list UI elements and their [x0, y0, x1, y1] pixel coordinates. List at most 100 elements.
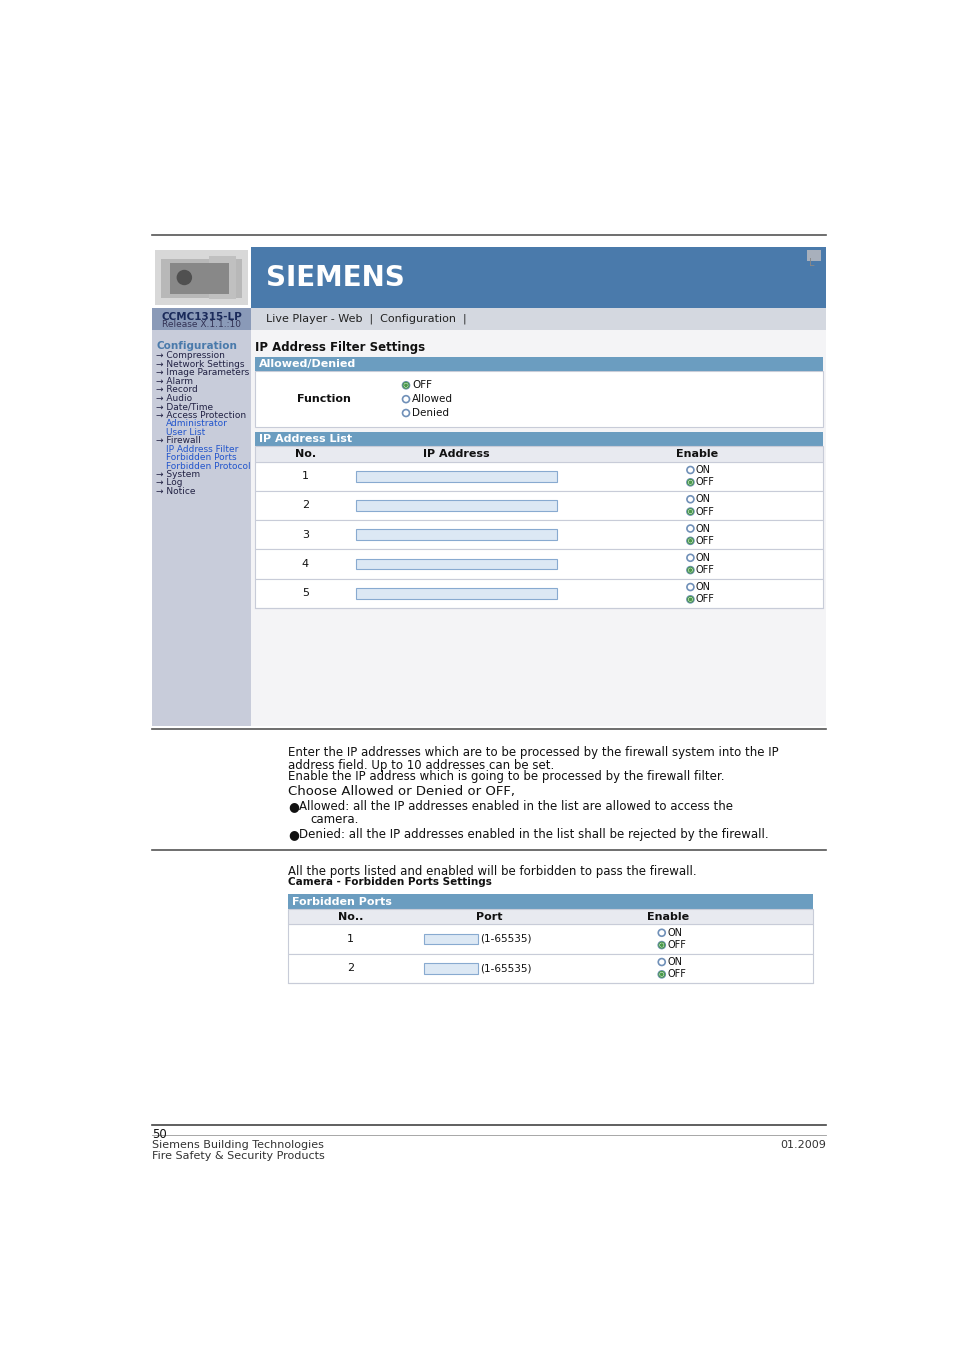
Text: SIEMENS: SIEMENS	[266, 263, 405, 292]
Text: Administrator: Administrator	[166, 420, 228, 428]
Text: User List: User List	[166, 428, 205, 436]
Text: ON: ON	[695, 552, 710, 563]
Text: OFF: OFF	[412, 381, 432, 390]
Text: L: L	[808, 258, 814, 269]
Text: → Compression: → Compression	[156, 351, 225, 360]
Text: ON: ON	[695, 464, 710, 475]
Bar	[355, 529, 557, 540]
Text: CCMC1315-LP: CCMC1315-LP	[161, 312, 241, 321]
Circle shape	[659, 944, 663, 946]
Circle shape	[171, 263, 198, 292]
Bar	[254, 432, 822, 446]
Bar	[254, 462, 822, 491]
Bar	[355, 471, 557, 482]
Text: Configuration: Configuration	[156, 340, 237, 351]
Bar	[806, 250, 820, 261]
Text: Release X.1.1.:10: Release X.1.1.:10	[162, 320, 241, 329]
Text: Siemens Building Technologies: Siemens Building Technologies	[152, 1139, 323, 1150]
Text: Forbidden Protocol: Forbidden Protocol	[166, 462, 250, 471]
Bar	[355, 500, 557, 510]
Bar	[355, 559, 557, 570]
Bar	[251, 329, 825, 726]
Text: (1-65535): (1-65535)	[480, 934, 532, 944]
Bar	[154, 250, 248, 305]
Text: → Access Protection: → Access Protection	[156, 410, 246, 420]
Text: Enable: Enable	[646, 911, 688, 922]
Text: 4: 4	[301, 559, 309, 568]
Bar	[209, 256, 236, 300]
Text: ●: ●	[288, 828, 298, 841]
Text: 2: 2	[301, 501, 309, 510]
Text: → System: → System	[156, 470, 200, 479]
Bar	[161, 259, 241, 297]
Bar	[152, 308, 825, 329]
Circle shape	[659, 972, 663, 976]
Text: ON: ON	[695, 524, 710, 533]
Bar	[254, 579, 822, 608]
Text: 2: 2	[346, 963, 354, 973]
Text: → Image Parameters: → Image Parameters	[156, 369, 250, 378]
Text: Function: Function	[297, 394, 351, 404]
Text: IP Address: IP Address	[422, 448, 489, 459]
Text: ON: ON	[695, 494, 710, 505]
Text: Forbidden Ports: Forbidden Ports	[292, 896, 392, 907]
Text: Live Player - Web  |  Configuration  |: Live Player - Web | Configuration |	[266, 313, 467, 324]
Text: OFF: OFF	[695, 566, 714, 575]
Bar	[251, 247, 825, 308]
Bar	[288, 894, 812, 909]
Text: 5: 5	[301, 589, 309, 598]
Text: → Firewall: → Firewall	[156, 436, 201, 446]
Text: IP Address Filter Settings: IP Address Filter Settings	[254, 340, 424, 354]
Bar	[171, 263, 229, 294]
Text: → Record: → Record	[156, 385, 198, 394]
Text: ON: ON	[666, 927, 681, 938]
Text: Forbidden Ports: Forbidden Ports	[166, 454, 236, 462]
Text: → Date/Time: → Date/Time	[156, 402, 213, 412]
Circle shape	[404, 383, 408, 387]
Text: Enter the IP addresses which are to be processed by the firewall system into the: Enter the IP addresses which are to be p…	[288, 747, 778, 760]
Text: ON: ON	[695, 582, 710, 593]
Circle shape	[688, 539, 692, 543]
Text: Allowed: Allowed	[412, 394, 453, 404]
Bar	[254, 520, 822, 549]
Text: Choose Allowed or Denied or OFF,: Choose Allowed or Denied or OFF,	[288, 784, 515, 798]
Text: IP Address Filter: IP Address Filter	[166, 444, 238, 454]
Text: All the ports listed and enabled will be forbidden to pass the firewall.: All the ports listed and enabled will be…	[288, 865, 696, 878]
Text: Enable: Enable	[675, 448, 717, 459]
Bar	[288, 925, 812, 953]
Text: 01.2009: 01.2009	[780, 1139, 825, 1150]
Text: 1: 1	[301, 471, 309, 481]
Text: ON: ON	[666, 957, 681, 967]
Text: Allowed/Denied: Allowed/Denied	[258, 359, 355, 369]
Text: address field. Up to 10 addresses can be set.: address field. Up to 10 addresses can be…	[288, 759, 554, 772]
Text: → Network Settings: → Network Settings	[156, 360, 245, 369]
Bar	[254, 491, 822, 520]
Text: → Notice: → Notice	[156, 487, 195, 495]
Text: Fire Safety & Security Products: Fire Safety & Security Products	[152, 1150, 324, 1161]
Bar	[254, 356, 822, 371]
Bar	[254, 371, 822, 427]
Text: Denied: all the IP addresses enabled in the list shall be rejected by the firewa: Denied: all the IP addresses enabled in …	[298, 828, 768, 841]
Text: OFF: OFF	[666, 969, 685, 979]
Text: ●: ●	[288, 801, 298, 813]
Bar	[152, 247, 251, 308]
Text: (1-65535): (1-65535)	[480, 963, 532, 973]
Circle shape	[688, 568, 692, 572]
Text: Allowed: all the IP addresses enabled in the list are allowed to access the: Allowed: all the IP addresses enabled in…	[298, 801, 732, 813]
Text: camera.: camera.	[311, 813, 358, 826]
Text: OFF: OFF	[695, 536, 714, 545]
Text: Port: Port	[476, 911, 502, 922]
Text: OFF: OFF	[695, 594, 714, 605]
Text: 50: 50	[152, 1127, 167, 1141]
Bar	[152, 308, 251, 329]
Text: No..: No..	[337, 911, 362, 922]
Text: → Audio: → Audio	[156, 394, 193, 402]
Bar	[355, 587, 557, 598]
Text: Enable the IP address which is going to be processed by the firewall filter.: Enable the IP address which is going to …	[288, 769, 724, 783]
Circle shape	[176, 270, 192, 285]
Text: No.: No.	[294, 448, 315, 459]
Bar	[254, 446, 822, 462]
Text: OFF: OFF	[666, 940, 685, 950]
Circle shape	[688, 510, 692, 513]
Text: 3: 3	[301, 529, 309, 540]
